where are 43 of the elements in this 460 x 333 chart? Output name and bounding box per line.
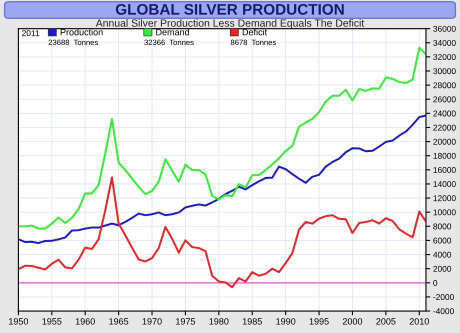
y-tick-label: 12000: [434, 195, 456, 202]
y-tick-label: 14000: [434, 181, 456, 188]
legend-label: Demand: [156, 28, 190, 36]
x-tick-label: 1975: [176, 318, 196, 325]
y-tick-label: 26000: [433, 96, 456, 102]
y-tick-label: -4000: [433, 308, 454, 314]
x-tick-label: 2005: [376, 318, 396, 325]
y-tick-label: 30000: [433, 68, 456, 74]
x-tick-label: 1955: [42, 318, 62, 325]
x-tick-label: 2000: [342, 318, 362, 325]
x-tick-label: 1995: [310, 318, 329, 325]
y-tick-label: 20000: [433, 138, 456, 145]
y-tick-label: 6000: [433, 238, 452, 244]
y-tick-label: 36000: [433, 26, 456, 32]
y-tick-label: 0: [433, 280, 438, 286]
x-tick-label: 1985: [242, 318, 262, 325]
x-tick-label: 1970: [142, 318, 162, 325]
x-tick-label: 1980: [209, 318, 229, 325]
legend-label: Production: [60, 28, 103, 36]
y-tick-label: 28000: [433, 82, 456, 88]
y-tick-label: 24000: [433, 110, 456, 116]
y-tick-label: 16000: [434, 167, 456, 173]
y-tick-label: 32000: [433, 54, 456, 60]
line-series: [18, 176, 426, 288]
y-tick-label: 4000: [433, 252, 452, 258]
y-tick-label: 10000: [434, 209, 456, 216]
legend-label: Deficit: [242, 28, 268, 36]
x-tick-label: 1950: [9, 318, 28, 325]
chart-title: GLOBAL SILVER PRODUCTION: [116, 4, 344, 15]
x-tick-label: 1960: [76, 318, 95, 325]
y-tick-label: 8000: [433, 224, 452, 230]
y-tick-label: 18000: [434, 152, 456, 159]
y-tick-label: 34000: [433, 40, 456, 46]
y-tick-label: 22000: [433, 124, 456, 131]
x-tick-label: 1990: [276, 318, 296, 325]
y-tick-label: -2000: [433, 294, 454, 300]
legend-title: 2011: [22, 30, 40, 36]
line-series: [18, 114, 426, 244]
x-tick-label: 2010: [410, 318, 429, 325]
chart-subtitle: Annual Silver Production Less Demand Equals The Deficit: [96, 19, 364, 29]
line-series: [18, 46, 426, 230]
y-tick-label: 2000: [433, 266, 452, 272]
x-tick-label: 1965: [109, 318, 128, 325]
